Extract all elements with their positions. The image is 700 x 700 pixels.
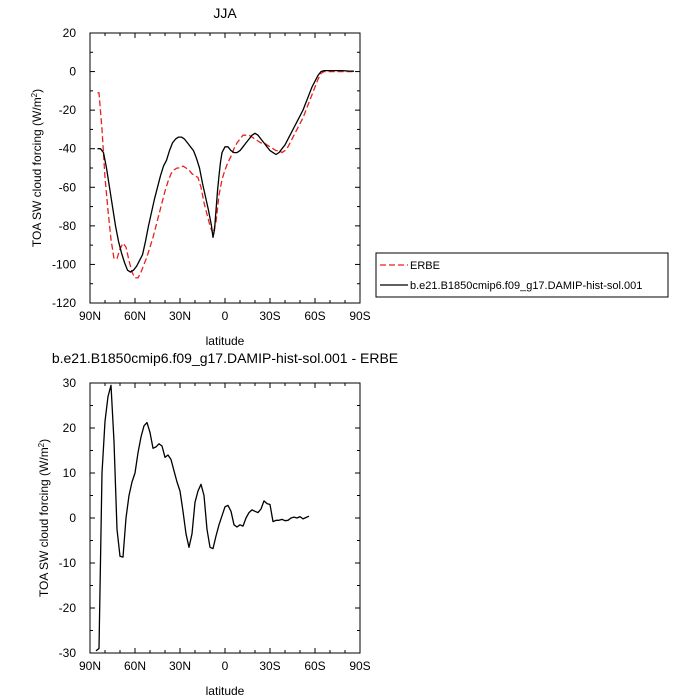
bottom-chart-ytick-label: 10 bbox=[63, 466, 77, 480]
legend-model-label: b.e21.B1850cmip6.f09_g17.DAMIP-hist-sol.… bbox=[410, 280, 642, 292]
top-chart-ytick-label: 0 bbox=[69, 65, 76, 79]
bottom-chart-xtick-label: 90S bbox=[349, 659, 370, 673]
top-chart-ytick-label: -40 bbox=[59, 142, 77, 156]
bottom-chart-plot-frame bbox=[89, 382, 361, 654]
bottom-chart-ytick-label: -10 bbox=[59, 556, 77, 570]
top-chart-xtick-label: 30S bbox=[259, 309, 280, 323]
bottom-chart-ytick-label: 30 bbox=[63, 376, 77, 390]
bottom-chart-xtick-label: 30S bbox=[259, 659, 280, 673]
top-chart-xlabel: latitude bbox=[206, 334, 245, 348]
top-chart-ytick-label: -20 bbox=[59, 103, 77, 117]
bottom-chart-xtick-label: 0 bbox=[222, 659, 229, 673]
top-chart-xtick-label: 0 bbox=[222, 309, 229, 323]
bottom-chart-xtick-label: 90N bbox=[79, 659, 101, 673]
bottom-chart-ticks: 90N 60N 30N 0 30S 60S 90S 30 20 10 0 -10 -20 -30 bbox=[59, 376, 371, 673]
top-chart-ytick-label: -60 bbox=[59, 180, 77, 194]
bottom-chart-series bbox=[95, 384, 310, 652]
bottom-chart-ytick-label: 20 bbox=[63, 421, 77, 435]
bottom-chart-xtick-label: 60N bbox=[124, 659, 146, 673]
bottom-chart-series-line-0 bbox=[95, 384, 310, 652]
bottom-chart-ytick-label: -30 bbox=[59, 646, 77, 660]
bottom-chart-xtick-label: 30N bbox=[169, 659, 191, 673]
bottom-chart-ylabel-main: TOA SW cloud forcing (W/m bbox=[37, 447, 51, 597]
bottom-chart-xtick-label: 60S bbox=[304, 659, 325, 673]
bottom-chart-ylabel-close: ) bbox=[37, 439, 51, 443]
top-chart-ylabel-main: TOA SW cloud forcing (W/m bbox=[30, 97, 44, 247]
top-chart-series-line-1 bbox=[97, 69, 355, 273]
top-chart-title: JJA bbox=[213, 5, 237, 21]
top-chart-ytick-label: 20 bbox=[63, 26, 77, 40]
top-chart-xtick-label: 90S bbox=[349, 309, 370, 323]
legend-erbe-label: ERBE bbox=[410, 260, 440, 272]
bottom-chart: b.e21.B1850cmip6.f09_g17.DAMIP-hist-sol.… bbox=[37, 350, 398, 698]
top-chart-series bbox=[97, 69, 355, 279]
top-chart-xtick-label: 60S bbox=[304, 309, 325, 323]
top-chart-ylabel-sup: 2 bbox=[30, 92, 39, 97]
bottom-chart-ylabel-sup: 2 bbox=[37, 442, 46, 447]
top-chart-xtick-label: 90N bbox=[79, 309, 101, 323]
top-chart-ylabel: TOA SW cloud forcing (W/m2) bbox=[30, 89, 44, 247]
legend-frame bbox=[375, 252, 669, 298]
top-chart-ytick-label: -120 bbox=[52, 296, 76, 310]
bottom-chart-ytick-label: 0 bbox=[69, 511, 76, 525]
bottom-chart-title: b.e21.B1850cmip6.f09_g17.DAMIP-hist-sol.… bbox=[52, 350, 398, 366]
bottom-chart-xlabel: latitude bbox=[206, 684, 245, 698]
top-chart-xtick-label: 30N bbox=[169, 309, 191, 323]
bottom-chart-ylabel: TOA SW cloud forcing (W/m2) bbox=[37, 439, 51, 597]
top-chart-ylabel-close: ) bbox=[30, 89, 44, 93]
top-chart-ytick-label: -100 bbox=[52, 257, 76, 271]
top-chart-xtick-label: 60N bbox=[124, 309, 146, 323]
top-chart-series-line-0 bbox=[97, 70, 354, 279]
top-chart-legend: ERBE b.e21.B1850cmip6.f09_g17.DAMIP-hist… bbox=[375, 252, 669, 298]
top-chart: JJA 90N 60N 30N 0 30S 60S 90S 20 0 -20 -40 -60 -80 -1… bbox=[30, 5, 669, 348]
top-chart-ticks: 90N 60N 30N 0 30S 60S 90S 20 0 -20 -40 -60 -80 -100 -1… bbox=[52, 26, 371, 323]
top-chart-ytick-label: -80 bbox=[59, 219, 77, 233]
bottom-chart-ytick-label: -20 bbox=[59, 601, 77, 615]
